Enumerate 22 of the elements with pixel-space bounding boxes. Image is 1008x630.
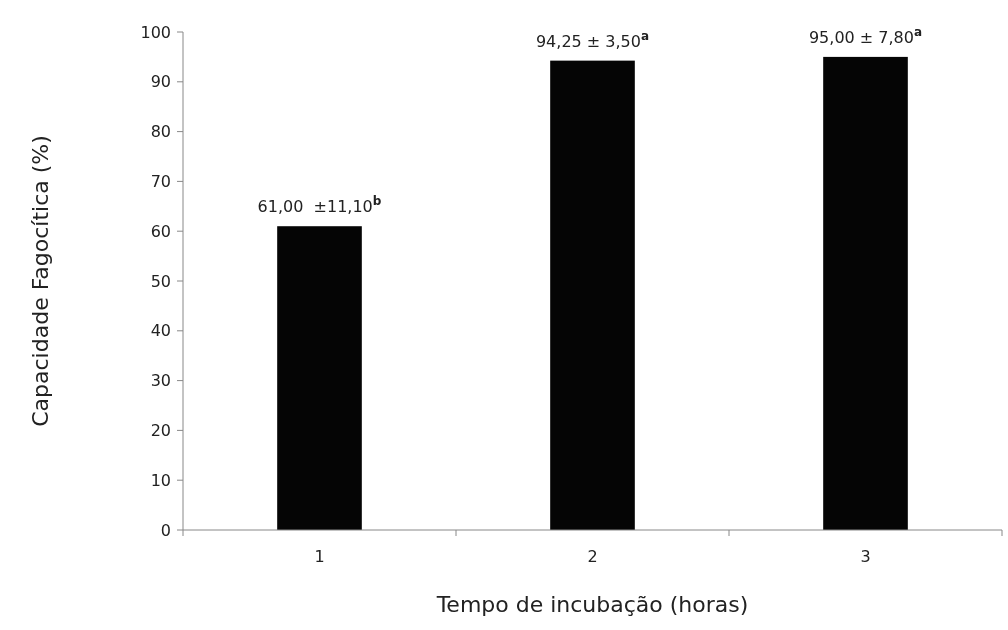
y-tick-label: 100	[140, 22, 171, 42]
y-tick-label: 0	[160, 520, 171, 540]
y-tick-label: 70	[150, 172, 171, 191]
data-label: 95,00 ± 7,80$^{a}$	[808, 24, 923, 47]
y-tick-label: 40	[150, 321, 171, 341]
x-axis-title: Tempo de incubação (horas)	[435, 592, 749, 617]
bar	[823, 56, 908, 530]
x-tick-label: 2	[587, 547, 598, 566]
y-tick-label: 90	[150, 72, 171, 92]
x-tick-label: 1	[314, 547, 325, 566]
y-tick-label: 20	[150, 421, 171, 440]
y-tick-label: 80	[150, 122, 171, 142]
x-tick-label: 3	[860, 547, 871, 566]
data-label: 94,25 ± 3,50$^{a}$	[535, 28, 650, 51]
y-tick-label: 10	[150, 470, 171, 490]
bar	[550, 60, 635, 530]
data-label: 61,00 ±11,10$^{b}$	[257, 194, 382, 217]
bar	[277, 226, 362, 530]
y-tick-label: 60	[150, 221, 171, 241]
y-tick-label: 30	[150, 371, 171, 391]
y-tick-label: 50	[150, 271, 171, 291]
y-axis-title: Capacidade Fagocítica (%)	[28, 135, 53, 427]
